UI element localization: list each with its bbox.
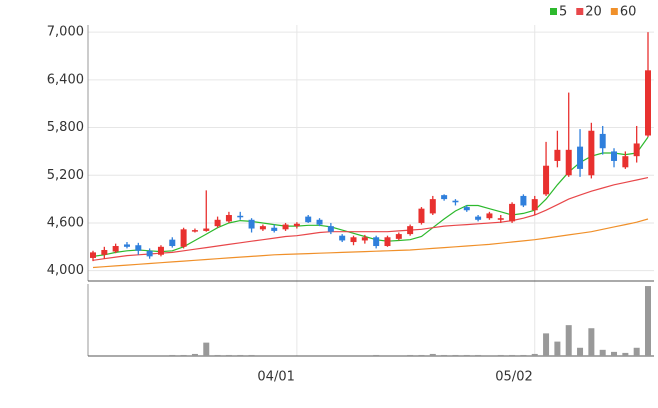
x-tick-label: 05/02	[495, 370, 532, 385]
volume-bar	[509, 354, 516, 356]
volume-bar	[180, 354, 187, 356]
candle-body	[248, 219, 255, 229]
volume-bar	[497, 354, 504, 356]
volume-bar	[565, 325, 572, 356]
y-tick-label: 4,000	[47, 263, 84, 278]
volume-bar	[407, 354, 414, 356]
volume-bar	[588, 328, 595, 356]
volume-bar	[577, 347, 584, 356]
candle-body	[282, 224, 289, 230]
ma-line	[92, 136, 649, 257]
y-tick-label: 7,000	[47, 25, 84, 40]
candle-body	[214, 219, 221, 227]
volume-bar	[543, 333, 550, 356]
candle-body	[611, 151, 618, 161]
candle-body	[101, 249, 108, 255]
candle-body	[418, 208, 425, 223]
volume-bar	[475, 354, 482, 356]
volume-bar	[418, 354, 425, 356]
candle-body	[645, 70, 651, 136]
candle-body	[599, 133, 606, 149]
legend-swatch	[610, 8, 618, 15]
volume-bar	[169, 354, 176, 356]
y-tick-label: 6,400	[47, 72, 84, 87]
legend-swatch	[576, 8, 584, 15]
candle-body	[361, 237, 368, 241]
candle-body	[384, 237, 391, 247]
candle-body	[520, 195, 527, 206]
candle-body	[180, 229, 187, 247]
candle-body	[441, 195, 448, 200]
candle-body	[509, 203, 516, 222]
candle-body	[633, 143, 640, 157]
candle-body	[565, 149, 572, 176]
legend-label: 5	[559, 5, 567, 20]
candle-body	[407, 226, 414, 235]
candle-body	[327, 226, 334, 232]
volume-bar	[599, 349, 606, 356]
candle-body	[157, 246, 164, 255]
candle-body	[169, 239, 176, 247]
candle-body	[237, 215, 244, 218]
y-tick-label: 5,200	[47, 168, 84, 183]
volume-bar	[554, 341, 561, 356]
candle-body	[577, 146, 584, 169]
candle-body	[497, 218, 504, 220]
ma-line	[92, 218, 649, 269]
candle-body	[588, 130, 595, 176]
legend-label: 20	[585, 5, 602, 20]
candle-body	[486, 213, 493, 219]
volume-bar	[203, 342, 210, 356]
ma-line	[92, 177, 649, 261]
x-tick-label: 04/01	[257, 370, 294, 385]
candle-body	[350, 237, 357, 243]
y-tick-label: 4,600	[47, 215, 84, 230]
candle-body	[316, 219, 323, 225]
candle-body	[305, 216, 312, 223]
legend-swatch	[550, 8, 557, 15]
volume-bar	[248, 354, 255, 356]
candle-body	[90, 252, 96, 258]
candle-body	[452, 200, 459, 203]
volume-bar	[214, 354, 221, 356]
volume-bar	[611, 351, 618, 356]
volume-bar	[225, 354, 232, 356]
candle-body	[271, 227, 278, 231]
volume-bar	[645, 286, 651, 356]
candle-body	[135, 245, 142, 251]
candle-body	[259, 226, 266, 230]
candle-body	[146, 250, 153, 257]
volume-bar	[622, 352, 629, 356]
volume-bar	[520, 354, 527, 356]
candle-body	[395, 234, 402, 239]
candle-body	[543, 165, 550, 195]
volume-bar	[441, 354, 448, 356]
legend-label: 60	[620, 5, 637, 20]
volume-bar	[531, 353, 538, 356]
candle-body	[339, 235, 346, 241]
volume-bar	[452, 354, 459, 356]
y-tick-label: 5,800	[47, 120, 84, 135]
candle-body	[463, 207, 470, 211]
volume-bar	[429, 353, 436, 356]
volume-bar	[633, 347, 640, 356]
candle-body	[293, 223, 300, 227]
candle-body	[429, 199, 436, 214]
volume-bar	[373, 354, 380, 356]
candle-body	[112, 246, 119, 252]
candle-body	[203, 228, 210, 231]
candle-body	[622, 156, 629, 168]
volume-bar	[191, 353, 198, 356]
candle-body	[373, 237, 380, 247]
volume-bar	[463, 354, 470, 356]
candle-body	[531, 199, 538, 211]
volume-bar	[237, 354, 244, 356]
candle-body	[475, 216, 482, 220]
candle-body	[554, 149, 561, 161]
candle-body	[123, 244, 130, 247]
candle-body	[225, 215, 232, 222]
candle-body	[191, 230, 198, 232]
